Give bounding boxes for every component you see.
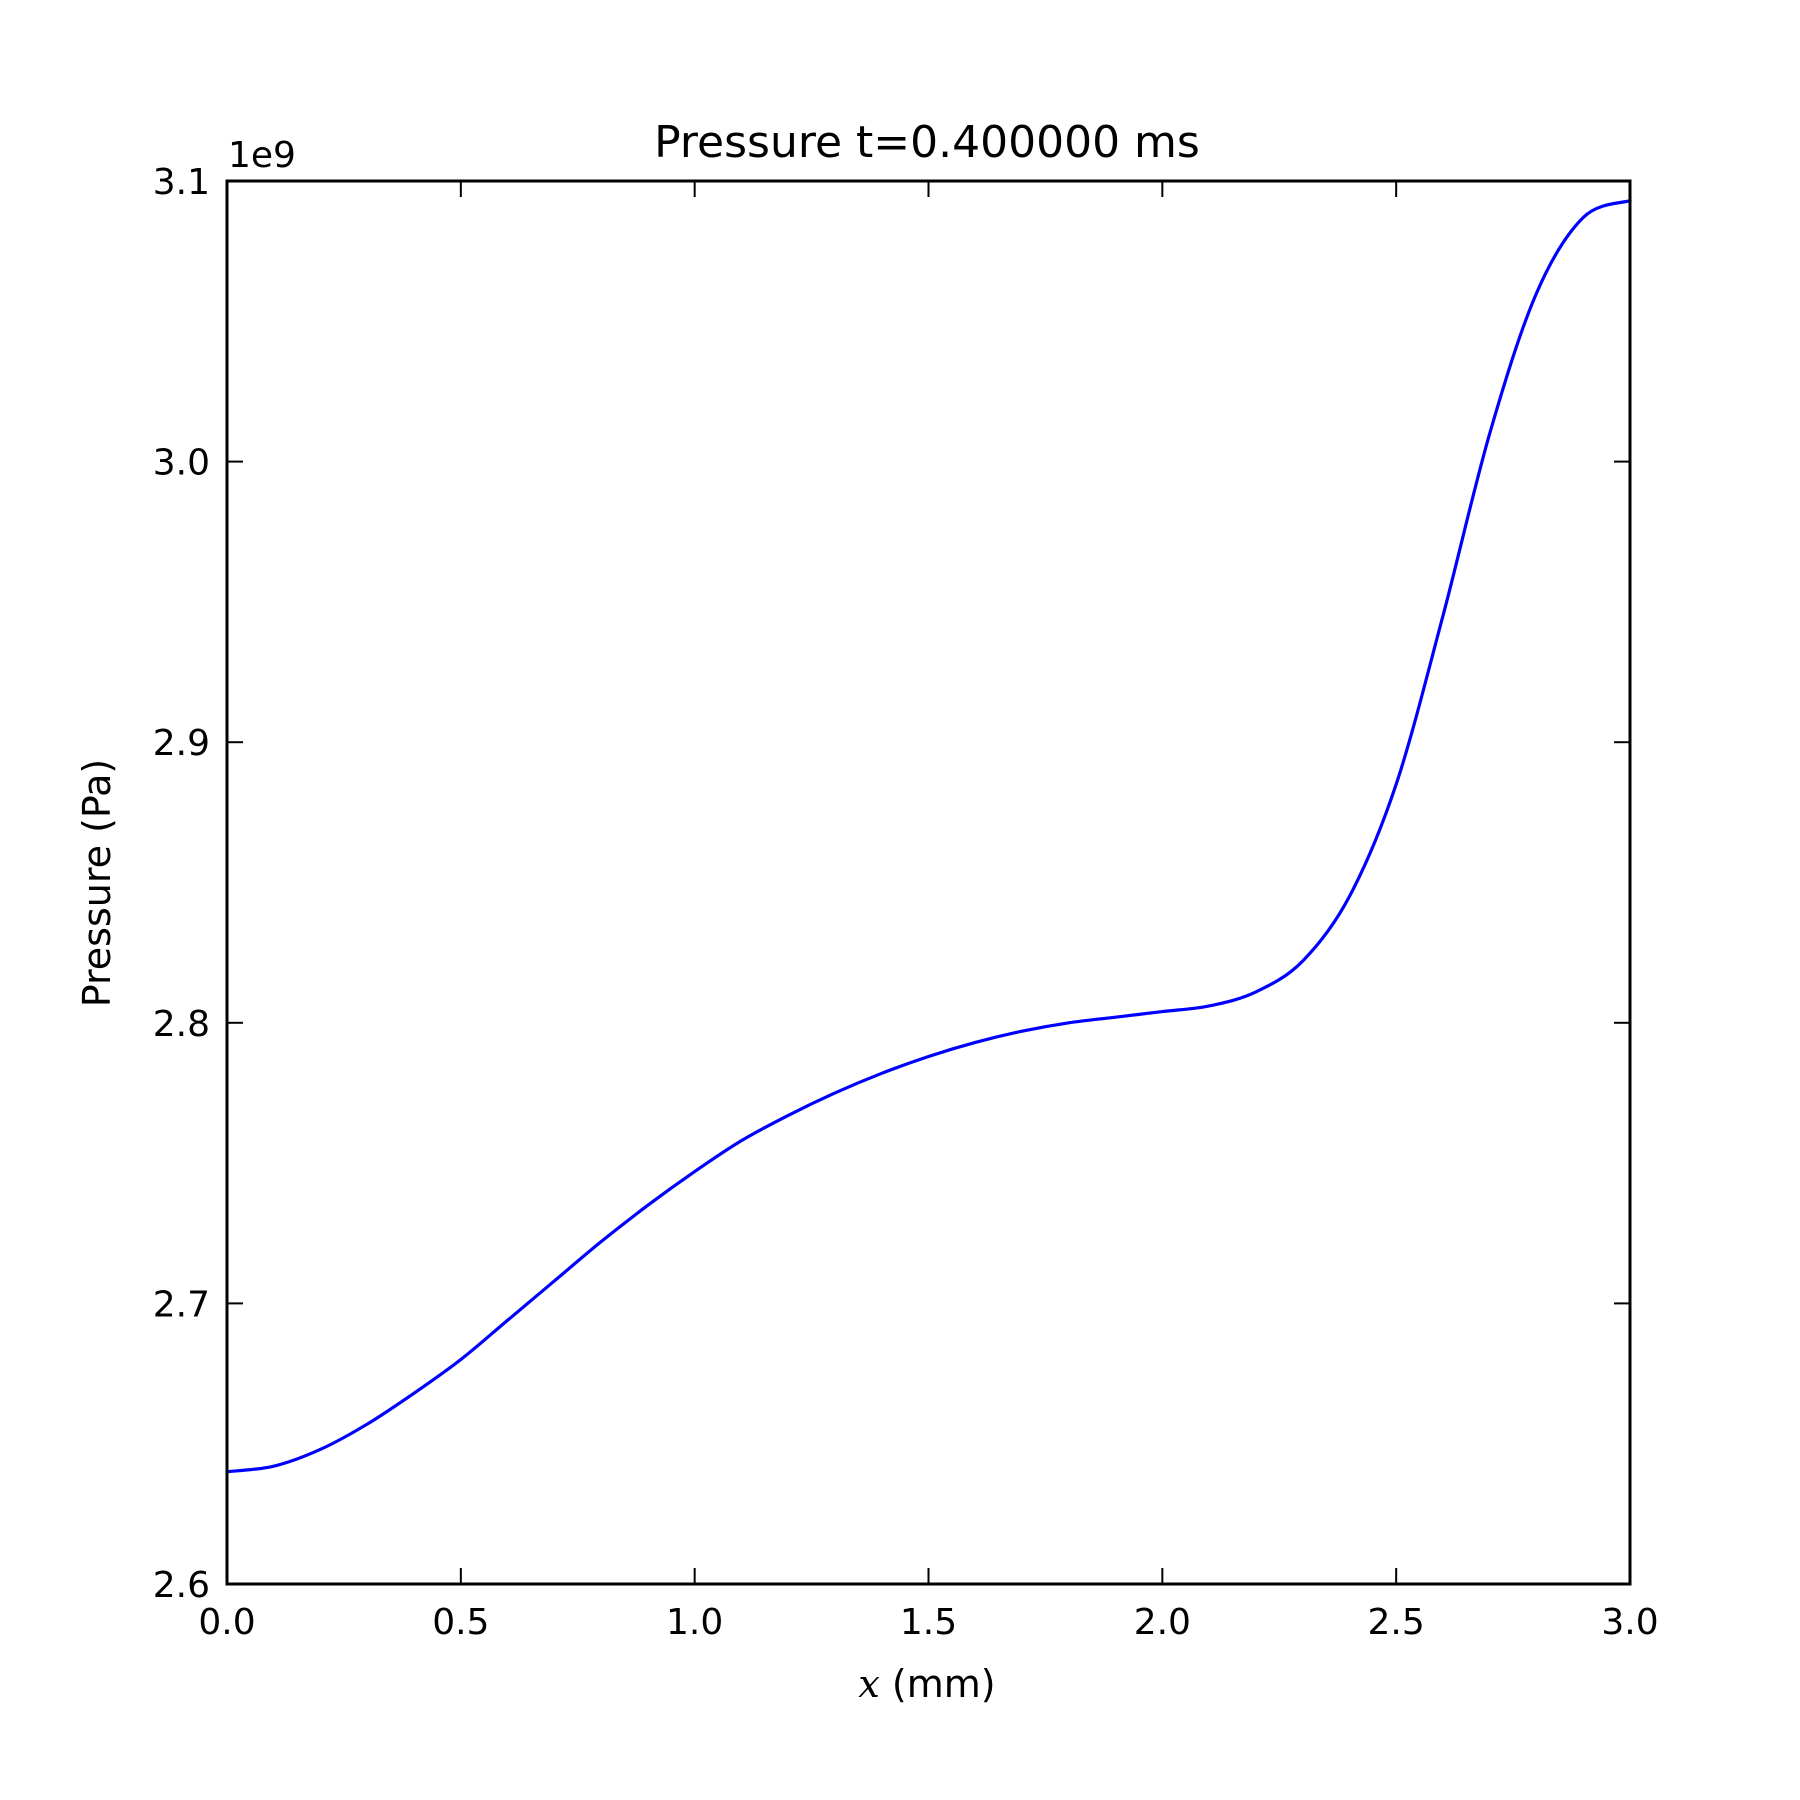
y-offset-label: 1e9 xyxy=(228,135,296,176)
plot-area-frame xyxy=(225,179,1632,1586)
chart-title: Pressure t=0.400000 ms xyxy=(654,117,1200,168)
x-axis-label: x (mm) xyxy=(858,1662,995,1706)
x-tick-label: 2.0 xyxy=(1134,1602,1191,1643)
x-tick-label: 0.0 xyxy=(198,1602,255,1643)
x-tick-label: 0.5 xyxy=(432,1602,489,1643)
x-axis-variable: x xyxy=(858,1662,879,1706)
y-tick-label: 3.1 xyxy=(153,162,210,203)
y-axis-label: Pressure (Pa) xyxy=(75,759,119,1007)
x-axis-unit: (mm) xyxy=(880,1662,996,1706)
y-tick-label: 2.8 xyxy=(153,1004,210,1045)
y-tick-label: 3.0 xyxy=(153,443,210,484)
pressure-series-line xyxy=(225,199,1632,1474)
x-tick-label: 1.0 xyxy=(666,1602,723,1643)
y-tick-label: 2.9 xyxy=(153,723,210,764)
x-tick-label: 2.5 xyxy=(1368,1602,1425,1643)
y-tick-label: 2.6 xyxy=(153,1565,210,1606)
axis-tick-labels: 0.0 0.5 1.0 1.5 2.0 2.5 3.0 2.6 2.7 2.8 2.9 3.0 3.1 xyxy=(153,162,1659,1643)
x-tick-label: 3.0 xyxy=(1601,1602,1658,1643)
y-tick-label: 2.7 xyxy=(153,1284,210,1325)
x-tick-label: 1.5 xyxy=(900,1602,957,1643)
